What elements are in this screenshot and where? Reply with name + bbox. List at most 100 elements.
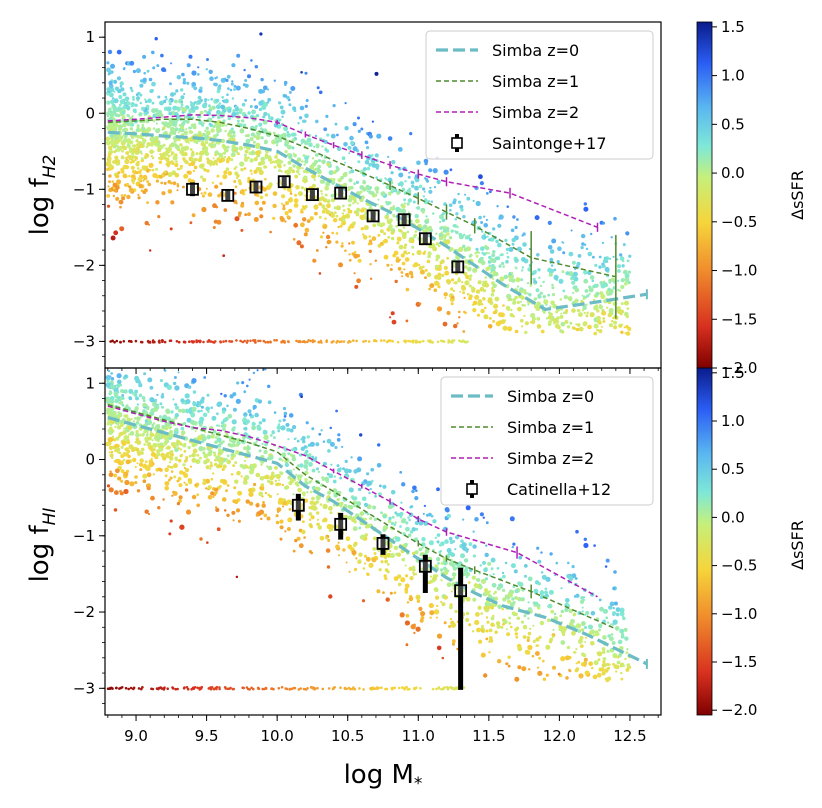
galaxy-point [191,378,197,384]
galaxy-point [250,172,253,175]
galaxy-point [285,169,291,175]
galaxy-point [146,142,151,147]
galaxy-point [612,316,615,320]
galaxy-point [211,115,215,119]
galaxy-point [326,203,331,209]
galaxy-point [223,151,227,155]
galaxy-point [348,253,351,256]
galaxy-point [303,163,306,166]
galaxy-point [108,164,114,169]
galaxy-point [617,639,623,645]
galaxy-point [200,405,204,409]
galaxy-point [617,269,621,273]
galaxy-point [357,456,363,462]
galaxy-point [193,165,198,170]
galaxy-point [119,226,125,232]
galaxy-point [451,295,455,300]
galaxy-point [505,259,509,264]
galaxy-point [621,632,625,636]
galaxy-point [403,231,407,236]
galaxy-point [125,128,129,132]
galaxy-point [136,440,142,445]
galaxy-point [255,440,258,443]
galaxy-point [442,227,448,233]
galaxy-point [628,254,632,258]
galaxy-point [492,614,495,618]
galaxy-point [418,302,422,306]
galaxy-point [210,144,214,147]
galaxy-point [548,589,554,595]
galaxy-point [571,308,576,313]
galaxy-point [112,160,116,164]
galaxy-point [134,406,139,411]
galaxy-point [602,320,606,323]
galaxy-point [369,487,372,491]
galaxy-point [108,168,112,171]
galaxy-point [432,212,435,215]
galaxy-point [106,111,111,116]
galaxy-point [336,146,342,152]
galaxy-point [139,393,142,396]
galaxy-point [342,172,348,178]
galaxy-point [432,168,438,174]
galaxy-point [609,623,613,626]
galaxy-point [227,87,230,90]
galaxy-point [231,63,236,68]
galaxy-point [425,178,429,182]
galaxy-point [106,484,111,488]
galaxy-point [138,183,143,189]
galaxy-point [508,616,511,620]
galaxy-point [607,666,610,670]
galaxy-point [571,274,575,279]
galaxy-point [376,222,382,227]
galaxy-point [480,246,485,251]
galaxy-point [483,215,486,218]
galaxy-point [465,596,471,602]
galaxy-point [121,394,125,397]
galaxy-point [488,316,492,320]
galaxy-point [441,218,446,223]
galaxy-point [306,491,309,494]
galaxy-point [462,518,465,521]
galaxy-point [155,200,160,205]
galaxy-point [521,666,527,672]
galaxy-point [609,601,615,607]
galaxy-point [297,122,300,125]
galaxy-point [542,659,545,663]
galaxy-point [137,196,141,200]
galaxy-point [507,326,513,332]
galaxy-point [163,444,166,447]
galaxy-point [283,411,288,416]
galaxy-point [193,101,197,104]
galaxy-point [600,294,606,299]
galaxy-point [496,567,500,570]
galaxy-point [625,315,629,319]
galaxy-point [317,525,322,530]
galaxy-point [308,506,312,510]
galaxy-point [124,414,129,419]
galaxy-point [188,126,192,130]
galaxy-point [185,128,188,131]
galaxy-point [172,131,177,136]
galaxy-point [358,526,362,530]
galaxy-point [149,89,154,94]
galaxy-point [241,102,246,107]
galaxy-point [538,635,542,639]
galaxy-point [267,493,270,497]
galaxy-point [239,161,245,167]
galaxy-point [299,105,305,111]
galaxy-point [215,98,220,103]
galaxy-point [365,184,370,189]
galaxy-point [125,182,130,187]
galaxy-point [415,527,419,531]
galaxy-point [183,481,186,484]
galaxy-point [226,454,230,458]
galaxy-point [559,280,563,284]
galaxy-point [389,591,393,595]
galaxy-point [135,430,139,434]
galaxy-point [335,205,341,211]
galaxy-point [607,287,611,291]
galaxy-point [300,186,304,190]
galaxy-point [136,403,139,406]
galaxy-point [158,156,161,160]
